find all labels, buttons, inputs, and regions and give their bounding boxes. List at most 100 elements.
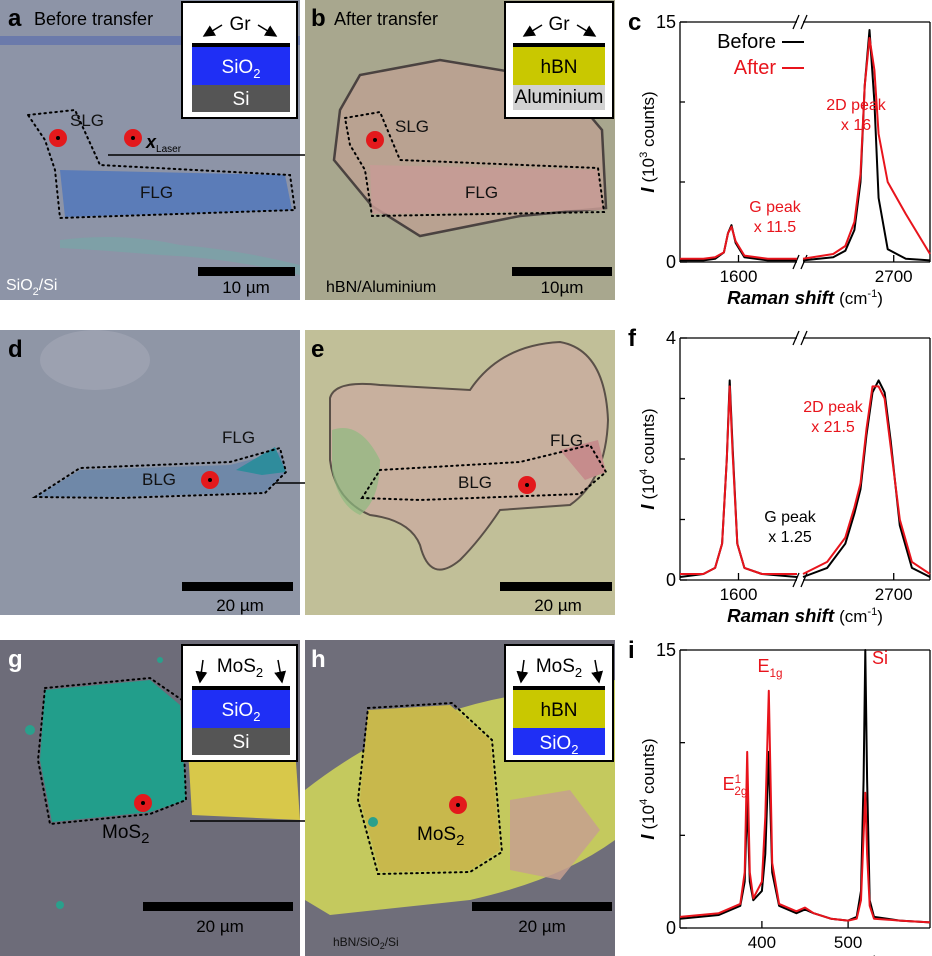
substrate-part: 2 <box>380 941 385 951</box>
inset-label: hBN <box>541 700 578 721</box>
annotation-part: 2 <box>456 832 464 849</box>
peak-label: E1g <box>757 656 782 680</box>
x-tick-label: 2700 <box>875 267 913 286</box>
panel-g: MoS2 g 20 µm MoS2 SiO2 Si <box>0 640 357 956</box>
x-tick-label: 400 <box>748 933 776 952</box>
peak-label: 2D peak <box>826 97 887 114</box>
panel-b: SLG FLG b After transfer hBN/Aluminium 1… <box>305 0 615 300</box>
x-tick-label: 1600 <box>720 585 758 604</box>
text-part: Raman shift <box>727 287 835 308</box>
text-part: ) <box>877 607 883 626</box>
text-part: counts) <box>639 738 658 798</box>
y-tick-label: 15 <box>656 640 676 660</box>
inset-label-part: MoS <box>217 656 256 677</box>
inset-label: SiO2 <box>540 733 579 757</box>
text-part: counts) <box>639 91 658 151</box>
annotation: xLaser <box>145 132 182 155</box>
panel-label: d <box>8 336 23 363</box>
annotation-part: 2 <box>141 830 149 847</box>
panel-e: FLG BLG e 20 µm <box>305 330 615 615</box>
text-part: Raman shift <box>727 605 835 626</box>
x-tick-label: 2700 <box>875 585 913 604</box>
panel-label: h <box>311 646 326 673</box>
peak-label: x 1.25 <box>768 529 812 546</box>
text-part: -1 <box>867 288 877 300</box>
peak-label: 2D peak <box>803 399 864 416</box>
inset-label: Gr <box>548 14 570 35</box>
x-axis-label: Raman shift(cm-1) <box>727 287 883 308</box>
panel-title: After transfer <box>334 9 438 29</box>
panel-label: e <box>311 336 324 363</box>
peak-label: G peak <box>749 199 802 216</box>
text-part: I <box>637 834 658 840</box>
substrate: SiO2/Si <box>6 277 57 298</box>
x-tick-label: 500 <box>834 933 862 952</box>
text-part: 2g <box>734 785 747 798</box>
annotation: BLG <box>458 473 492 492</box>
series-line <box>680 37 931 260</box>
annotation: FLG <box>222 428 255 447</box>
scale-bar-label: 10 µm <box>222 278 270 297</box>
inset-label: MoS2 <box>536 656 582 680</box>
text-part: (10 <box>639 158 658 183</box>
annotation: FLG <box>140 183 173 202</box>
axis-break <box>800 14 808 30</box>
series-line <box>680 385 931 575</box>
text-part: (cm <box>839 289 867 308</box>
axis-break <box>792 14 800 30</box>
text-part: counts) <box>639 408 658 468</box>
legend-label: After <box>734 57 777 79</box>
x-axis-label: Raman shift(cm-1) <box>727 605 883 626</box>
peak-label: x 21.5 <box>811 419 855 436</box>
substrate-part: hBN/SiO <box>333 935 380 949</box>
peak-label: E1 2g <box>723 773 748 798</box>
text-part: E <box>757 656 769 676</box>
text-part: (10 <box>639 805 658 830</box>
substrate: hBN/SiO2/Si <box>333 935 399 951</box>
inset-label-part: 2 <box>253 709 260 724</box>
text-part: -1 <box>867 606 877 618</box>
annotation: BLG <box>142 470 176 489</box>
text-part: -1 <box>867 954 877 956</box>
inset-label: SiO2 <box>222 57 261 81</box>
y-tick-label: 0 <box>666 570 676 590</box>
inset-label-part: 2 <box>571 742 578 757</box>
annotation: SLG <box>395 117 429 136</box>
panel-label: g <box>8 646 23 673</box>
axis-break <box>792 572 800 588</box>
scale-bar-label: 10µm <box>541 278 584 297</box>
substrate-part: /Si <box>385 935 399 949</box>
peak-label: Si <box>872 648 888 668</box>
inset-label-part: SiO <box>222 57 254 78</box>
panel-label: a <box>8 5 22 32</box>
chart-label: f <box>628 325 637 352</box>
scale-bar-label: 20 µm <box>196 917 244 936</box>
panel-label: b <box>311 5 326 32</box>
inset-label: MoS2 <box>217 656 263 680</box>
text-part: 1g <box>770 667 783 680</box>
substrate-part: /Si <box>39 277 58 294</box>
peak-label: x 11.5 <box>754 219 797 236</box>
inset-label-part: 2 <box>253 66 260 81</box>
annotation: SLG <box>70 111 104 130</box>
series-line <box>679 649 931 924</box>
annotation: FLG <box>465 183 498 202</box>
inset-label: hBN <box>541 57 578 78</box>
inset-label-part: SiO <box>222 700 254 721</box>
substrate: hBN/Aluminium <box>326 279 436 296</box>
axis-break <box>792 330 800 346</box>
annotation-part: MoS <box>417 824 456 845</box>
substrate-part: SiO <box>6 277 33 294</box>
panel-d: FLG BLG d 20 µm <box>0 330 364 615</box>
inset-label-part: SiO <box>540 733 572 754</box>
text-part: (cm <box>839 607 867 626</box>
y-tick-label: 0 <box>666 252 676 272</box>
scale-bar-label: 20 µm <box>518 917 566 936</box>
panel-h: MoS2 h hBN/SiO2/Si 20 µm MoS2 hBN SiO2 <box>305 640 615 956</box>
annotation-part: x <box>145 132 157 152</box>
y-tick-label: 0 <box>666 918 676 938</box>
annotation: MoS2 <box>417 824 464 849</box>
inset-label: SiO2 <box>222 700 261 724</box>
panel-title: Before transfer <box>34 9 153 29</box>
